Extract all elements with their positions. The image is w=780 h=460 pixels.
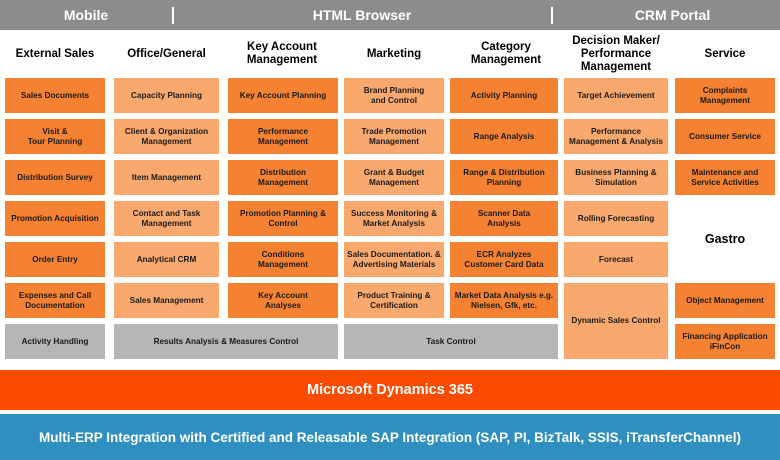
column-header-decision-maker-performance-management: Decision Maker/Performance Management [572, 34, 660, 73]
cell-conditions-management[interactable]: Conditions Management [228, 242, 338, 277]
section-label-gastro: Gastro [704, 232, 746, 246]
cell-expenses-and-call-documentation[interactable]: Expenses and Call Documentation [5, 283, 105, 318]
cell-results-analysis-measures-control[interactable]: Results Analysis & Measures Control [114, 324, 338, 359]
cell-distribution-survey[interactable]: Distribution Survey [5, 160, 105, 195]
cell-ecr-analyzes-customer-card-data[interactable]: ECR Analyzes Customer Card Data [450, 242, 558, 277]
cell-promotion-planning-control[interactable]: Promotion Planning & Control [228, 201, 338, 236]
cell-visit-tour-planning[interactable]: Visit & Tour Planning [5, 119, 105, 154]
cell-target-achievement[interactable]: Target Achievement [564, 78, 668, 113]
channel-separator-1 [172, 7, 174, 24]
cell-promotion-acquisition[interactable]: Promotion Acquisition [5, 201, 105, 236]
cell-item-management[interactable]: Item Management [114, 160, 219, 195]
cell-key-account-planning[interactable]: Key Account Planning [228, 78, 338, 113]
cell-performance-management-analysis[interactable]: Performance Management & Analysis [564, 119, 668, 154]
cell-range-distribution-planning[interactable]: Range & Distribution Planning [450, 160, 558, 195]
cell-success-monitoring-market-analysis[interactable]: Success Monitoring & Market Analysis [344, 201, 444, 236]
cell-capacity-planning[interactable]: Capacity Planning [114, 78, 219, 113]
cell-grant-budget-management[interactable]: Grant & Budget Management [344, 160, 444, 195]
channel-label-mobile: Mobile [63, 7, 109, 23]
cell-complaints-management[interactable]: Complaints Management [675, 78, 775, 113]
cell-financing-application-ifincon[interactable]: Financing Application iFinCon [675, 324, 775, 359]
column-header-marketing: Marketing [366, 47, 422, 60]
cell-analytical-crm[interactable]: Analytical CRM [114, 242, 219, 277]
cell-sales-documentation-advertising-materials[interactable]: Sales Documentation. & Advertising Materi… [344, 242, 444, 277]
cell-business-planning-simulation[interactable]: Business Planning & Simulation [564, 160, 668, 195]
column-header-key-account-management: Key Account Management [246, 41, 318, 66]
platform-banner: Microsoft Dynamics 365 [0, 370, 780, 410]
cell-trade-promotion-management[interactable]: Trade Promotion Management [344, 119, 444, 154]
channel-label-crm-portal: CRM Portal [634, 7, 711, 23]
channel-band: Mobile HTML Browser CRM Portal [0, 0, 780, 30]
column-header-external-sales: External Sales [15, 47, 95, 60]
cell-market-data-analysis[interactable]: Market Data Analysis e.g. Nielsen, Gfk, e… [450, 283, 558, 318]
cell-product-training-certification[interactable]: Product Training & Certification [344, 283, 444, 318]
cell-task-control[interactable]: Task Control [344, 324, 558, 359]
cell-activity-handling[interactable]: Activity Handling [5, 324, 105, 359]
cell-contact-and-task-management[interactable]: Contact and Task Management [114, 201, 219, 236]
cell-rolling-forecasting[interactable]: Rolling Forecasting [564, 201, 668, 236]
cell-range-analysis[interactable]: Range Analysis [450, 119, 558, 154]
cell-sales-management[interactable]: Sales Management [114, 283, 219, 318]
cell-scanner-data-analysis[interactable]: Scanner Data Analysis [450, 201, 558, 236]
integration-banner: Multi-ERP Integration with Certified and… [0, 414, 780, 460]
column-header-office-general: Office/General [127, 47, 206, 60]
channel-separator-2 [551, 7, 553, 24]
column-header-category-management: Category Management [470, 41, 542, 66]
cell-maintenance-and-service-activities[interactable]: Maintenance and Service Activities [675, 160, 775, 195]
channel-label-html-browser: HTML Browser [312, 7, 412, 23]
cell-distribution-management[interactable]: Distribution Management [228, 160, 338, 195]
cell-key-account-analyses[interactable]: Key Account Analyses [228, 283, 338, 318]
cell-order-entry[interactable]: Order Entry [5, 242, 105, 277]
column-header-service: Service [704, 47, 746, 60]
cell-client-organization-management[interactable]: Client & Organization Management [114, 119, 219, 154]
cell-performance-management[interactable]: Performance Management [228, 119, 338, 154]
cell-sales-documents[interactable]: Sales Documents [5, 78, 105, 113]
cell-consumer-service[interactable]: Consumer Service [675, 119, 775, 154]
cell-brand-planning-and-control[interactable]: Brand Planning and Control [344, 78, 444, 113]
cell-object-management[interactable]: Object Management [675, 283, 775, 318]
column-headers: External Sales Office/General Key Accoun… [0, 30, 780, 78]
cell-forecast[interactable]: Forecast [564, 242, 668, 277]
capability-grid: Sales Documents Visit & Tour Planning Dis… [0, 78, 780, 366]
cell-dynamic-sales-control[interactable]: Dynamic Sales Control [564, 283, 668, 359]
cell-activity-planning[interactable]: Activity Planning [450, 78, 558, 113]
